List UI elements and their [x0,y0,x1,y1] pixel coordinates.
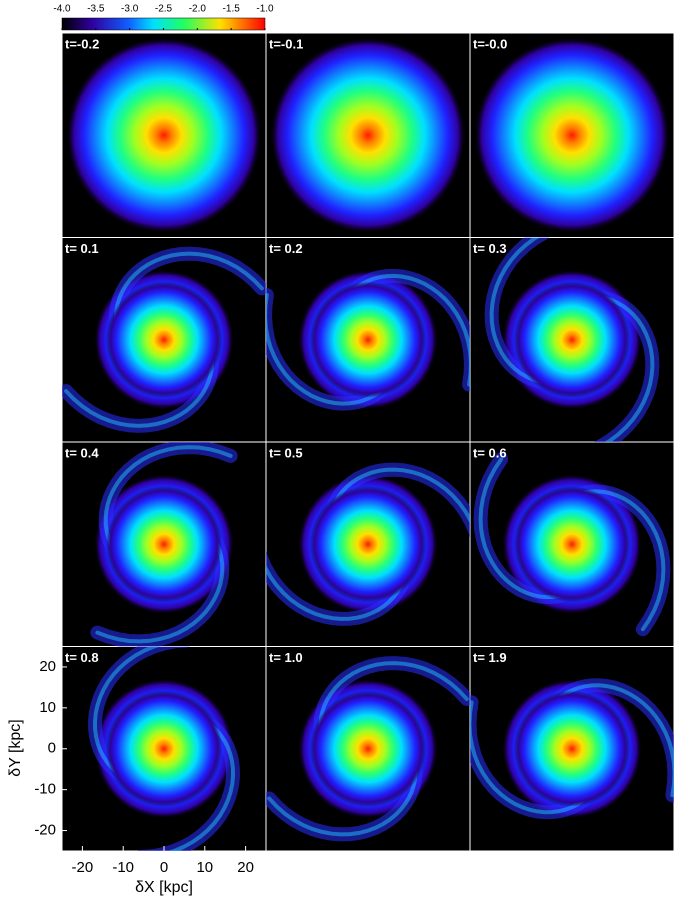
colorbar-tick-label: -4.0 [53,4,71,15]
panel [470,442,674,647]
x-tick-label: -10 [112,859,134,876]
colorbar-tick-label: -3.0 [121,4,139,15]
panel-label: t= 0.4 [65,445,99,460]
panel-label: t= 0.3 [473,241,507,256]
panel-label: t= 0.5 [269,445,303,460]
panel [62,237,266,442]
panel [470,33,674,238]
panel [62,442,266,647]
colorbar-tick-label: -2.5 [155,4,173,15]
x-tick-label: -20 [72,859,94,876]
panel-label: t=-0.0 [473,36,507,51]
x-axis-label: δX [kpc] [135,879,193,896]
galaxy-core [106,281,222,398]
panel-label: t= 0.1 [65,241,99,256]
panel-label: t= 0.2 [269,241,303,256]
galaxy-halo [66,37,262,234]
panel-label: t=-0.1 [269,36,303,51]
y-tick-label: -10 [34,781,56,798]
panel [62,33,266,238]
y-tick-label: 10 [39,699,56,716]
colorbar-tick-label: -3.5 [87,4,105,15]
panel-label: t= 1.9 [473,650,507,665]
galaxy-core [310,486,426,603]
colorbar-tick-label: -2.0 [189,4,207,15]
y-tick-label: 20 [39,658,56,675]
galaxy-core [106,690,222,807]
panel [266,237,470,442]
galaxy-halo [270,37,466,234]
galaxy-core [106,486,222,603]
panel-label: t=-0.2 [65,36,99,51]
panel-label: t= 1.0 [269,650,303,665]
panel-label: t= 0.6 [473,445,507,460]
y-tick-label: -20 [34,822,56,839]
colorbar-tick-label: -1.0 [256,4,274,15]
panel [266,33,470,238]
y-tick-label: 0 [48,740,56,757]
panel [62,646,266,851]
galaxy-core [514,690,630,807]
panel-label: t= 0.8 [65,650,99,665]
galaxy-halo [474,37,670,234]
panel [266,442,470,647]
galaxy-core [514,486,630,603]
x-tick-label: 10 [196,859,213,876]
y-axis-label: δY [kpc] [7,719,24,777]
galaxy-core [310,690,426,807]
x-tick-label: 20 [237,859,254,876]
x-tick-label: 0 [160,859,168,876]
colorbar-tick-label: -1.5 [223,4,241,15]
panel [266,646,470,851]
galaxy-core [514,281,630,398]
panel [470,646,674,851]
galaxy-core [310,281,426,398]
panel [470,237,674,442]
